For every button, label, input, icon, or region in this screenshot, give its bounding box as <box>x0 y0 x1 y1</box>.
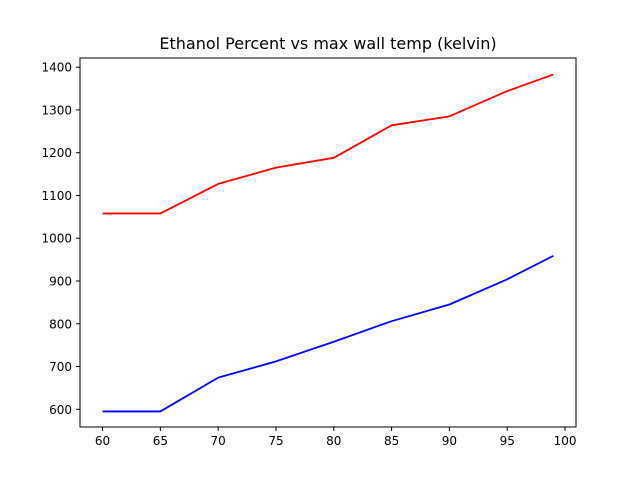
x-tick-label: 75 <box>268 434 283 448</box>
y-tick-label: 800 <box>49 317 72 331</box>
y-tick-label: 1400 <box>41 61 72 75</box>
x-tick-label: 100 <box>554 434 577 448</box>
y-tick-label: 1100 <box>41 189 72 203</box>
y-tick-label: 1300 <box>41 103 72 117</box>
x-tick-label: 95 <box>500 434 515 448</box>
x-tick-label: 80 <box>326 434 341 448</box>
plot-area <box>102 73 554 413</box>
x-tick-label: 65 <box>153 434 168 448</box>
series-line-1 <box>102 73 554 215</box>
y-tick-label: 1000 <box>41 232 72 246</box>
x-tick-label: 90 <box>442 434 457 448</box>
y-tick-label: 600 <box>49 403 72 417</box>
y-tick-label: 1200 <box>41 146 72 160</box>
chart-title: Ethanol Percent vs max wall temp (kelvin… <box>159 34 496 53</box>
y-tick-label: 700 <box>49 360 72 374</box>
x-axis: 60 65 70 75 80 85 90 95 100 <box>95 427 577 448</box>
axes-frame <box>79 57 577 428</box>
y-tick-label: 900 <box>49 274 72 288</box>
series-line-2 <box>102 254 554 413</box>
x-tick-label: 60 <box>95 434 110 448</box>
y-axis: 600 700 800 900 1000 1100 1200 1300 1400 <box>41 61 80 417</box>
x-tick-label: 85 <box>384 434 399 448</box>
x-tick-label: 70 <box>211 434 226 448</box>
